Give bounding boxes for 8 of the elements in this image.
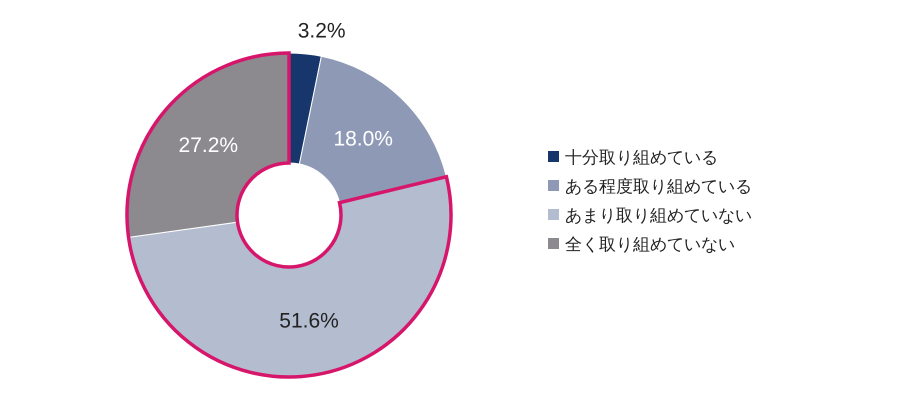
legend-label: 全く取り組めていない — [565, 234, 735, 254]
data-label: 51.6% — [279, 309, 339, 332]
data-label: 27.2% — [178, 134, 238, 158]
legend-label: あまり取り組めていない — [565, 206, 752, 225]
legend-label: ある程度取り組めている — [565, 176, 752, 196]
legend-label: 十分取り組めている — [565, 148, 718, 167]
data-label: 18.0% — [333, 127, 393, 150]
data-label: 3.2% — [298, 19, 346, 42]
